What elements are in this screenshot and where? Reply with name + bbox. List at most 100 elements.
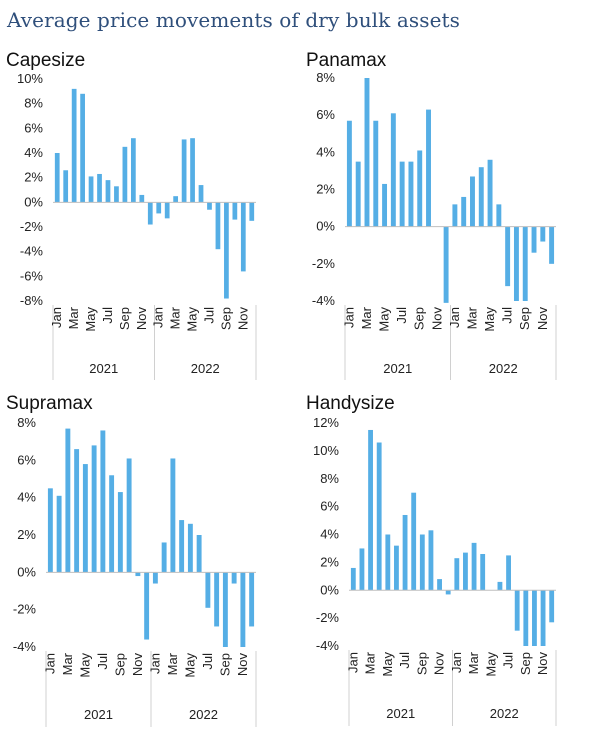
y-tick-label: -4%: [312, 293, 336, 308]
bar-oct-2021: [126, 458, 132, 573]
y-tick-label: 0%: [24, 194, 43, 209]
bar-feb-2022: [164, 202, 170, 219]
x-tick-label: Mar: [359, 306, 374, 329]
bar-jan-2021: [47, 488, 53, 573]
bar-feb-2022: [461, 196, 467, 227]
x-tick-label: Jan: [447, 307, 462, 328]
bar-jul-2021: [402, 514, 408, 591]
bar-nov-2021: [135, 572, 141, 577]
bar-sep-2022: [222, 572, 228, 647]
bar-jun-2021: [97, 173, 102, 203]
bar-dec-2022: [249, 572, 255, 627]
bar-apr-2021: [376, 442, 382, 591]
bar-dec-2022: [549, 590, 555, 623]
bar-sep-2021: [117, 492, 123, 573]
bar-aug-2022: [214, 572, 220, 627]
bar-may-2021: [385, 534, 391, 591]
bar-apr-2022: [181, 139, 187, 203]
bar-dec-2021: [443, 226, 449, 303]
x-tick-label: Jul: [95, 653, 110, 670]
bar-aug-2022: [514, 590, 520, 631]
x-tick-label: Jan: [345, 652, 360, 673]
x-tick-label: May: [482, 307, 497, 332]
y-tick-label: 4%: [24, 145, 43, 160]
x-tick-label: Mar: [165, 652, 180, 675]
y-tick-label: 10%: [313, 443, 339, 458]
x-tick-label: Jan: [147, 653, 162, 674]
bar-apr-2021: [80, 93, 85, 203]
bar-sep-2021: [122, 146, 128, 203]
y-tick-label: 8%: [17, 415, 36, 430]
x-tick-label: Jul: [201, 307, 216, 324]
year-label: 2022: [191, 361, 220, 376]
x-tick-label: Nov: [235, 307, 250, 331]
x-tick-label: Jul: [200, 653, 215, 670]
x-tick-label: Nov: [432, 652, 447, 676]
year-label: 2022: [490, 706, 519, 721]
bar-mar-2022: [470, 176, 475, 227]
x-tick-label: Mar: [363, 651, 378, 674]
bar-apr-2022: [478, 167, 484, 227]
bar-may-2021: [88, 176, 94, 203]
x-tick-label: Jan: [151, 307, 166, 328]
chart-title-panamax: Panamax: [306, 50, 387, 71]
x-tick-label: Jul: [394, 307, 409, 324]
bar-dec-2021: [445, 590, 451, 595]
y-tick-label: 8%: [24, 96, 43, 111]
y-tick-label: 8%: [316, 70, 335, 85]
bar-aug-2022: [513, 226, 519, 301]
page-title: Average price movements of dry bulk asse…: [7, 8, 461, 32]
y-tick-label: 2%: [17, 527, 36, 542]
bar-mar-2021: [65, 428, 71, 573]
x-tick-label: Jul: [100, 307, 115, 324]
bar-oct-2022: [532, 590, 537, 646]
year-label: 2021: [383, 361, 412, 376]
y-tick-label: 6%: [17, 452, 36, 467]
y-tick-label: 4%: [17, 490, 36, 505]
bar-mar-2022: [471, 542, 477, 591]
y-tick-label: 0%: [316, 219, 335, 234]
bar-nov-2021: [437, 579, 442, 591]
bar-feb-2021: [359, 548, 365, 591]
bar-aug-2022: [215, 202, 221, 250]
bar-mar-2022: [170, 458, 176, 573]
chart-title-capesize: Capesize: [6, 50, 85, 71]
bar-nov-2022: [240, 202, 246, 272]
x-tick-label: May: [483, 652, 498, 677]
y-tick-label: 4%: [320, 527, 339, 542]
bar-oct-2021: [130, 138, 136, 203]
x-tick-label: May: [182, 653, 197, 678]
y-tick-label: 4%: [316, 144, 335, 159]
bar-oct-2022: [531, 226, 537, 253]
bar-may-2021: [382, 183, 388, 227]
x-tick-label: Nov: [535, 307, 550, 331]
year-label: 2022: [489, 361, 518, 376]
bar-sep-2021: [419, 534, 425, 591]
bar-jun-2021: [91, 445, 97, 573]
bar-may-2021: [82, 464, 88, 573]
bar-dec-2021: [147, 202, 153, 225]
bar-jul-2022: [207, 202, 212, 210]
x-tick-label: Mar: [66, 306, 81, 329]
bar-mar-2021: [364, 78, 370, 227]
bar-jun-2022: [496, 204, 502, 227]
bar-oct-2022: [232, 202, 238, 220]
bar-sep-2022: [522, 226, 528, 301]
bar-jul-2021: [399, 161, 405, 227]
bar-apr-2021: [74, 449, 80, 573]
x-tick-label: Jul: [397, 652, 412, 669]
bar-aug-2021: [109, 475, 115, 573]
bar-jun-2022: [497, 581, 503, 591]
x-tick-label: Nov: [134, 307, 149, 331]
y-tick-label: 2%: [316, 182, 335, 197]
x-tick-label: Sep: [412, 307, 427, 330]
bar-mar-2022: [173, 196, 179, 203]
y-tick-label: -6%: [20, 268, 44, 283]
x-tick-label: Jan: [49, 307, 64, 328]
x-tick-label: Sep: [218, 307, 233, 330]
y-tick-label: 0%: [320, 582, 339, 597]
x-tick-label: May: [380, 652, 395, 677]
